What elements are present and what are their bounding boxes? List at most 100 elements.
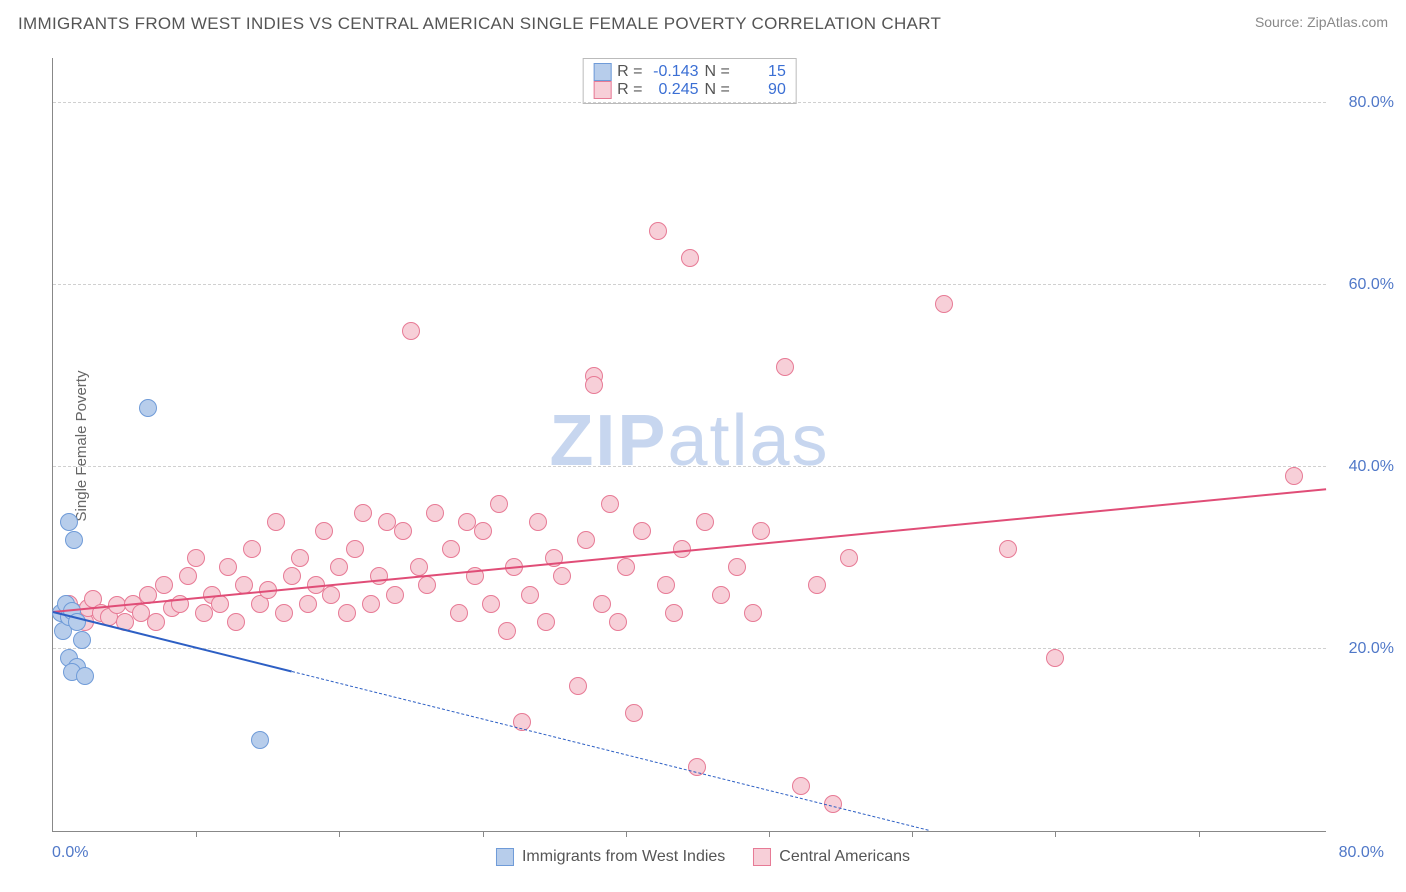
pink-point xyxy=(712,586,730,604)
pink-point xyxy=(752,522,770,540)
pink-point xyxy=(792,777,810,795)
x-tick-max: 80.0% xyxy=(1339,844,1384,862)
n-label: N = xyxy=(705,81,730,99)
r-value-blue: -0.143 xyxy=(649,63,699,81)
blue-point xyxy=(76,667,94,685)
legend-item-blue: Immigrants from West Indies xyxy=(496,848,725,866)
pink-point xyxy=(426,504,444,522)
pink-point xyxy=(498,622,516,640)
pink-point xyxy=(1046,649,1064,667)
source-label: Source: xyxy=(1255,14,1303,30)
swatch-blue xyxy=(496,848,514,866)
pink-point xyxy=(394,522,412,540)
pink-point xyxy=(999,540,1017,558)
pink-point xyxy=(935,295,953,313)
x-tick-mark xyxy=(1055,831,1056,837)
x-tick-mark xyxy=(1199,831,1200,837)
pink-point xyxy=(299,595,317,613)
pink-point xyxy=(219,558,237,576)
watermark: ZIPatlas xyxy=(549,399,829,481)
pink-point xyxy=(227,613,245,631)
source-attribution: Source: ZipAtlas.com xyxy=(1255,14,1388,30)
y-tick-label: 60.0% xyxy=(1349,276,1394,294)
pink-point xyxy=(609,613,627,631)
gridline xyxy=(53,648,1326,649)
y-tick-label: 40.0% xyxy=(1349,458,1394,476)
pink-point xyxy=(315,522,333,540)
pink-point xyxy=(490,495,508,513)
pink-point xyxy=(569,677,587,695)
y-tick-label: 20.0% xyxy=(1349,640,1394,658)
source-value: ZipAtlas.com xyxy=(1307,14,1388,30)
pink-point xyxy=(617,558,635,576)
x-tick-mark xyxy=(483,831,484,837)
pink-point xyxy=(744,604,762,622)
pink-point xyxy=(330,558,348,576)
pink-point xyxy=(696,513,714,531)
swatch-pink xyxy=(753,848,771,866)
pink-point xyxy=(625,704,643,722)
n-value-blue: 15 xyxy=(736,63,786,81)
pink-point xyxy=(537,613,555,631)
blue-point xyxy=(251,731,269,749)
series-label-blue: Immigrants from West Indies xyxy=(522,848,725,866)
pink-point xyxy=(665,604,683,622)
x-tick-mark xyxy=(626,831,627,837)
legend-row-blue: R = -0.143 N = 15 xyxy=(593,63,786,81)
pink-point xyxy=(728,558,746,576)
blue-point xyxy=(65,531,83,549)
chart-container: IMMIGRANTS FROM WEST INDIES VS CENTRAL A… xyxy=(0,0,1406,892)
series-label-pink: Central Americans xyxy=(779,848,910,866)
watermark-zip: ZIP xyxy=(549,400,667,480)
x-tick-mark xyxy=(912,831,913,837)
pink-point xyxy=(657,576,675,594)
pink-point xyxy=(474,522,492,540)
blue-point xyxy=(73,631,91,649)
gridline xyxy=(53,102,1326,103)
pink-point xyxy=(179,567,197,585)
pink-point xyxy=(386,586,404,604)
blue-point xyxy=(139,399,157,417)
pink-point xyxy=(283,567,301,585)
n-label: N = xyxy=(705,63,730,81)
x-tick-mark xyxy=(339,831,340,837)
plot-area: ZIPatlas R = -0.143 N = 15 R = 0.245 N =… xyxy=(52,58,1326,832)
pink-point xyxy=(450,604,468,622)
legend-row-pink: R = 0.245 N = 90 xyxy=(593,81,786,99)
chart-title: IMMIGRANTS FROM WEST INDIES VS CENTRAL A… xyxy=(18,14,941,34)
blue-point xyxy=(60,513,78,531)
title-bar: IMMIGRANTS FROM WEST INDIES VS CENTRAL A… xyxy=(18,14,1388,34)
y-tick-label: 80.0% xyxy=(1349,94,1394,112)
swatch-pink xyxy=(593,81,611,99)
pink-point xyxy=(840,549,858,567)
r-label: R = xyxy=(617,63,642,81)
pink-point xyxy=(585,376,603,394)
pink-point xyxy=(593,595,611,613)
pink-point xyxy=(267,513,285,531)
pink-point xyxy=(808,576,826,594)
pink-point xyxy=(482,595,500,613)
pink-point xyxy=(442,540,460,558)
pink-point xyxy=(418,576,436,594)
x-tick-mark xyxy=(769,831,770,837)
gridline xyxy=(53,284,1326,285)
pink-point xyxy=(633,522,651,540)
pink-point xyxy=(195,604,213,622)
series-legend: Immigrants from West Indies Central Amer… xyxy=(496,848,910,866)
pink-point xyxy=(601,495,619,513)
pink-point xyxy=(275,604,293,622)
legend-item-pink: Central Americans xyxy=(753,848,910,866)
pink-point xyxy=(402,322,420,340)
pink-point xyxy=(338,604,356,622)
pink-point xyxy=(370,567,388,585)
pink-point xyxy=(553,567,571,585)
swatch-blue xyxy=(593,63,611,81)
pink-point xyxy=(649,222,667,240)
pink-point xyxy=(291,549,309,567)
n-value-pink: 90 xyxy=(736,81,786,99)
gridline xyxy=(53,466,1326,467)
r-label: R = xyxy=(617,81,642,99)
pink-point xyxy=(322,586,340,604)
pink-point xyxy=(1285,467,1303,485)
pink-point xyxy=(147,613,165,631)
